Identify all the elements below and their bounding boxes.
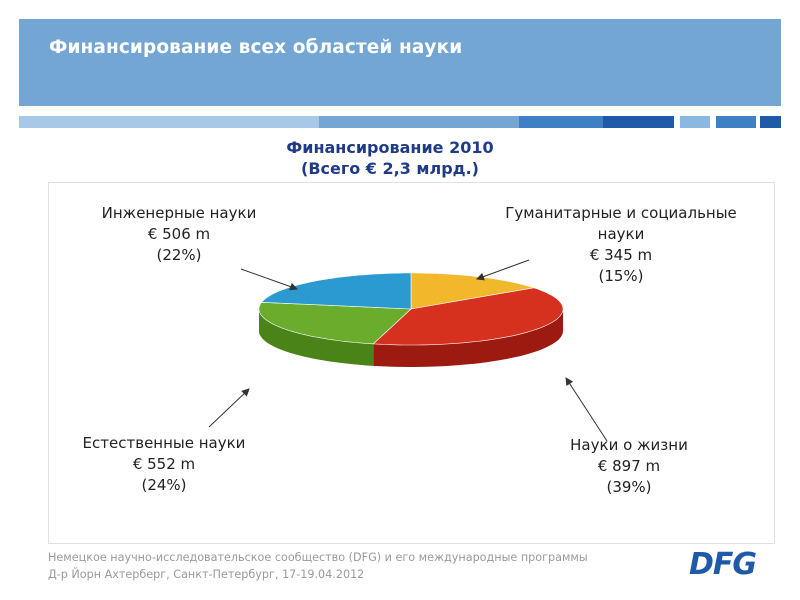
- stripe-segment: [19, 116, 319, 128]
- label-value: € 506 m: [147, 225, 211, 243]
- label-value: € 345 m: [589, 246, 653, 264]
- pie-side-39: [373, 309, 563, 367]
- slide-footer: Немецкое научно-исследовательское сообще…: [48, 549, 588, 583]
- chart-area: Инженерные науки € 506 m (22%) Гуманитар…: [48, 182, 775, 544]
- label-name: Науки о жизни: [570, 436, 688, 454]
- label-name: Гуманитарные и социальные: [505, 204, 737, 222]
- label-natural: Естественные науки € 552 m (24%): [59, 433, 269, 496]
- pie-sides: [259, 309, 563, 367]
- label-name-2: науки: [597, 225, 645, 243]
- chart-title-block: Финансирование 2010 (Всего € 2,3 млрд.): [180, 137, 600, 179]
- label-percent: (15%): [598, 267, 644, 285]
- arrow-engineering: [240, 268, 298, 291]
- label-percent: (39%): [606, 478, 652, 496]
- pie-slice: [261, 272, 412, 310]
- label-life: Науки о жизни € 897 m (39%): [529, 435, 729, 498]
- chart-title: Финансирование 2010: [286, 138, 494, 157]
- pie-tops: [258, 272, 564, 346]
- pie-chart: [208, 259, 608, 442]
- slide-title: Финансирование всех областей науки: [49, 37, 463, 58]
- arrow-natural: [208, 388, 250, 428]
- pie-slice: [258, 301, 412, 345]
- footer-line-2: Д-р Йорн Ахтерберг, Санкт-Петербург, 17-…: [48, 568, 365, 581]
- pie-side-24: [259, 309, 374, 366]
- footer-line-1: Немецкое научно-исследовательское сообще…: [48, 551, 588, 564]
- label-value: € 897 m: [597, 457, 661, 475]
- label-engineering: Инженерные науки € 506 m (22%): [74, 203, 284, 266]
- label-value: € 552 m: [132, 455, 196, 473]
- label-percent: (24%): [141, 476, 187, 494]
- label-arrows: [208, 259, 608, 442]
- chart-subtitle: (Всего € 2,3 млрд.): [301, 159, 479, 178]
- stripe-segment: [680, 116, 710, 128]
- pie-slice: [372, 287, 564, 346]
- label-percent: (22%): [156, 246, 202, 264]
- arrow-life: [565, 377, 608, 442]
- stripe-segment: [319, 116, 519, 128]
- stripe-segment: [603, 116, 674, 128]
- label-name: Естественные науки: [82, 434, 246, 452]
- stripe-segment: [519, 116, 603, 128]
- label-name: Инженерные науки: [101, 204, 257, 222]
- stripe-segment: [760, 116, 781, 128]
- stripe-segment: [716, 116, 756, 128]
- arrow-humanities: [476, 259, 530, 281]
- dfg-logo: DFG: [689, 547, 757, 582]
- slide-header: Финансирование всех областей науки: [19, 19, 781, 106]
- label-humanities: Гуманитарные и социальные науки € 345 m …: [481, 203, 761, 287]
